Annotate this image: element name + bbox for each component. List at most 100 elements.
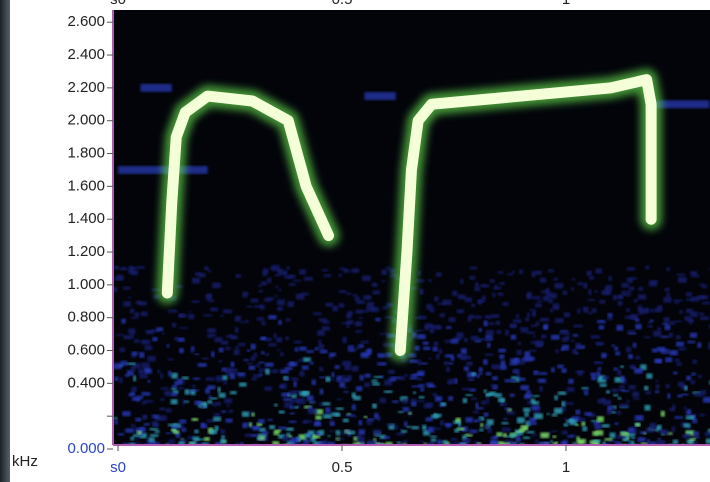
noise-speck: [311, 379, 316, 386]
noise-speck: [562, 290, 568, 296]
noise-speck: [468, 428, 473, 434]
noise-speck: [414, 316, 421, 319]
noise-speck: [516, 372, 520, 378]
noise-speck: [627, 280, 633, 284]
noise-speck: [520, 328, 529, 333]
noise-speck: [450, 356, 455, 361]
noise-speck: [533, 413, 543, 419]
noise-speck: [138, 368, 145, 375]
noise-speck: [483, 412, 489, 417]
noise-speck: [339, 382, 345, 388]
noise-speck: [489, 279, 495, 283]
noise-speck: [366, 418, 374, 422]
noise-speck: [461, 387, 471, 391]
noise-speck: [170, 429, 176, 432]
noise-speck: [616, 324, 624, 331]
noise-speck: [562, 344, 570, 351]
noise-speck: [583, 282, 588, 289]
noise-speck: [509, 393, 515, 397]
noise-speck: [442, 299, 452, 306]
noise-speck: [151, 288, 160, 292]
noise-speck: [466, 439, 472, 442]
noise-speck: [655, 426, 659, 432]
noise-speck: [118, 377, 123, 384]
noise-speck: [656, 346, 666, 352]
noise-speck: [591, 308, 597, 313]
noise-speck: [338, 289, 347, 294]
noise-speck: [401, 429, 408, 433]
noise-speck: [588, 311, 593, 315]
y-tick-label: 2.000: [67, 112, 105, 129]
noise-speck: [165, 432, 171, 435]
noise-speck: [121, 318, 126, 324]
noise-speck: [635, 355, 641, 360]
noise-speck: [401, 359, 408, 363]
top-tick-label: s0: [110, 0, 126, 8]
noise-speck: [189, 441, 196, 445]
noise-speck: [239, 382, 247, 387]
noise-speck: [127, 362, 136, 366]
noise-speck: [445, 366, 450, 373]
noise-speck: [426, 382, 434, 387]
noise-speck: [532, 394, 540, 398]
noise-speck: [547, 432, 552, 435]
noise-speck: [346, 313, 352, 319]
noise-speck: [139, 374, 148, 379]
noise-speck: [307, 408, 317, 415]
noise-speck: [626, 277, 634, 282]
noise-speck: [550, 334, 560, 340]
noise-speck: [319, 430, 325, 436]
noise-speck: [504, 379, 513, 383]
noise-speck: [513, 357, 520, 364]
noise-speck: [132, 434, 141, 438]
noise-speck: [557, 391, 567, 396]
noise-speck: [294, 406, 299, 409]
noise-speck: [144, 399, 154, 403]
noise-speck: [649, 319, 654, 323]
noise-speck: [620, 365, 624, 369]
noise-speck: [478, 367, 483, 373]
noise-speck: [343, 269, 350, 273]
noise-speck: [203, 436, 210, 442]
noise-speck: [597, 398, 606, 404]
noise-speck: [697, 342, 702, 348]
noise-speck: [571, 416, 581, 422]
noise-speck: [445, 326, 452, 329]
noise-speck: [216, 401, 221, 407]
noise-speck: [481, 400, 487, 405]
noise-speck: [595, 268, 602, 274]
noise-speck: [590, 372, 597, 376]
noise-speck: [591, 419, 599, 423]
noise-speck: [677, 277, 687, 283]
noise-speck: [646, 373, 653, 379]
noise-speck: [602, 441, 606, 445]
noise-speck: [686, 409, 691, 415]
noise-speck: [455, 417, 461, 423]
noise-speck: [192, 384, 196, 389]
noise-speck: [459, 354, 464, 360]
noise-speck: [374, 413, 379, 419]
noise-speck: [341, 375, 347, 379]
noise-speck: [704, 431, 710, 437]
noise-speck: [422, 424, 427, 431]
noise-speck: [685, 415, 695, 420]
noise-speck: [437, 302, 447, 305]
noise-speck: [125, 428, 135, 433]
noise-speck: [607, 406, 612, 411]
noise-speck: [366, 306, 375, 312]
noise-speck: [575, 423, 579, 427]
noise-speck: [290, 398, 300, 403]
noise-speck: [321, 326, 330, 331]
noise-speck: [425, 417, 433, 422]
noise-speck: [136, 430, 142, 435]
noise-speck: [456, 309, 464, 314]
noise-speck: [175, 432, 181, 438]
noise-speck: [357, 437, 365, 444]
noise-speck: [450, 437, 458, 441]
noise-speck: [665, 357, 673, 363]
noise-speck: [403, 421, 408, 427]
noise-speck: [379, 434, 386, 440]
noise-speck: [615, 351, 621, 356]
noise-speck: [336, 437, 344, 441]
noise-speck: [439, 420, 444, 426]
